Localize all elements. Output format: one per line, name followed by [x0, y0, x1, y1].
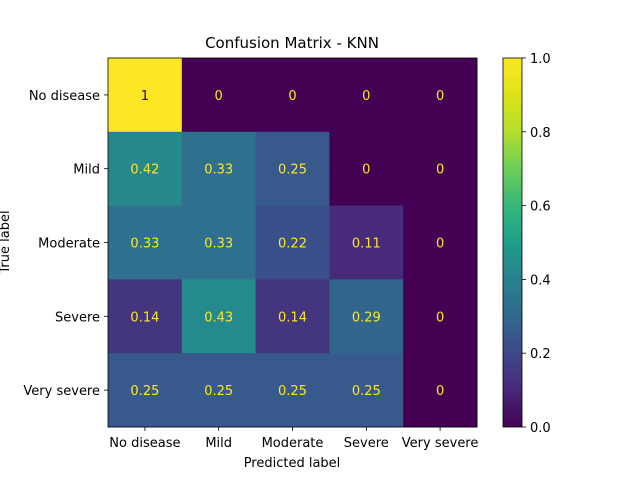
x-tick-label: Severe — [344, 436, 389, 451]
matrix-cell — [255, 58, 330, 133]
matrix-cell — [181, 131, 256, 206]
x-axis-label: Predicted label — [244, 456, 341, 471]
matrix-cell — [108, 279, 183, 354]
y-axis-ticks: No disease Mild Moderate Severe Very severe — [23, 89, 108, 399]
x-tick-label: Mild — [205, 436, 232, 451]
y-axis-label: True label — [0, 210, 13, 274]
cell-value: 0.22 — [278, 237, 307, 252]
cell-value: 0.42 — [130, 163, 159, 178]
matrix-cell — [329, 279, 404, 354]
cell-value: 0.25 — [278, 384, 307, 399]
colorbar-ticks: 0.0 0.2 0.4 0.6 0.8 1.0 — [522, 52, 551, 436]
matrix-cell — [403, 131, 478, 206]
x-tick-label: No disease — [109, 436, 180, 451]
cell-value: 0.11 — [352, 237, 381, 252]
matrix-cell — [181, 205, 256, 280]
cell-value: 0 — [362, 163, 370, 178]
chart-title: Confusion Matrix - KNN — [205, 34, 379, 52]
cell-value: 0.29 — [352, 310, 381, 325]
cell-value: 0.25 — [278, 163, 307, 178]
cell-value: 0.33 — [204, 237, 233, 252]
matrix-cell — [329, 131, 404, 206]
matrix-cell — [181, 353, 256, 428]
colorbar-tick-label: 0.0 — [530, 421, 551, 436]
y-tick-label: Moderate — [38, 237, 100, 252]
matrix-cell — [255, 353, 330, 428]
matrix-cell — [181, 279, 256, 354]
colorbar — [502, 57, 523, 428]
y-tick-label: Mild — [73, 163, 100, 178]
cell-value: 1 — [141, 89, 149, 104]
cell-value: 0.25 — [204, 384, 233, 399]
cell-value: 0.33 — [130, 237, 159, 252]
matrix-cells — [108, 58, 478, 428]
cell-value: 0.25 — [352, 384, 381, 399]
y-tick-label: Severe — [55, 310, 100, 325]
cell-value: 0 — [436, 237, 444, 252]
matrix-cell — [255, 131, 330, 206]
cell-annotations: 1 0 0 0 0 0.42 0.33 0.25 0 0 0.33 0.33 0.22 0.11 0 0.14… — [130, 89, 444, 399]
cell-value: 0 — [362, 89, 370, 104]
x-tick-label: Moderate — [262, 436, 324, 451]
cell-value: 0 — [215, 89, 223, 104]
cell-value: 0 — [436, 384, 444, 399]
colorbar-tick-label: 1.0 — [530, 52, 551, 67]
cell-value: 0.43 — [204, 310, 233, 325]
x-tick-label: Very severe — [402, 436, 479, 451]
matrix-cell — [403, 205, 478, 280]
cell-value: 0.33 — [204, 163, 233, 178]
cell-value: 0 — [436, 89, 444, 104]
y-tick-label: Very severe — [23, 384, 100, 399]
matrix-cell — [329, 205, 404, 280]
cell-value: 0 — [288, 89, 296, 104]
cell-value: 0 — [436, 310, 444, 325]
colorbar-tick-label: 0.6 — [530, 200, 551, 215]
matrix-cell — [403, 58, 478, 133]
cell-value: 0 — [436, 163, 444, 178]
colorbar-tick-label: 0.2 — [530, 347, 551, 362]
matrix-cell — [329, 58, 404, 133]
cell-value: 0.14 — [130, 310, 159, 325]
x-axis-ticks: No disease Mild Moderate Severe Very severe — [109, 427, 478, 451]
matrix-cell — [108, 58, 183, 133]
matrix-cell — [108, 131, 183, 206]
matrix-cell — [329, 353, 404, 428]
matrix-cell — [181, 58, 256, 133]
cell-value: 0.14 — [278, 310, 307, 325]
colorbar-tick-label: 0.4 — [530, 273, 551, 288]
matrix-cell — [108, 353, 183, 428]
matrix-cell — [108, 205, 183, 280]
matrix-cell — [403, 279, 478, 354]
colorbar-tick-label: 0.8 — [530, 126, 551, 141]
matrix-cell — [403, 353, 478, 428]
y-tick-label: No disease — [29, 89, 100, 104]
matrix-cell — [255, 205, 330, 280]
cell-value: 0.25 — [130, 384, 159, 399]
matrix-cell — [255, 279, 330, 354]
